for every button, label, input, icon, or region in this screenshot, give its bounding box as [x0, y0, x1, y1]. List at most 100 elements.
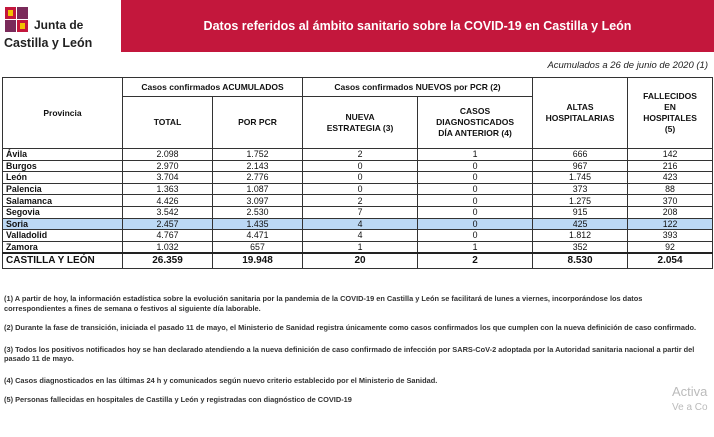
province-cell: Soria	[2, 217, 123, 231]
value-cell: 666	[532, 148, 629, 161]
logo-text: Castilla y León	[4, 36, 93, 50]
value-cell: 2.970	[122, 159, 213, 173]
header-cell: ALTAS HOSPITALARIAS	[532, 77, 629, 149]
footnote: (1) A partir de hoy, la información esta…	[4, 294, 643, 313]
value-cell: 142	[627, 148, 714, 161]
total-cell: 8.530	[532, 252, 629, 270]
value-cell: 208	[627, 205, 714, 219]
value-cell: 373	[532, 182, 629, 196]
value-cell: 122	[627, 217, 714, 231]
value-cell: 1	[417, 240, 534, 254]
total-cell: 2	[417, 252, 534, 270]
value-cell: 3.097	[211, 194, 304, 207]
table-row: Zamora 1.032 657 1 1 352 92	[2, 240, 714, 254]
value-cell: 352	[532, 240, 629, 254]
footnote: (3) Todos los positivos notificados hoy …	[4, 344, 695, 364]
title: Datos referidos al ámbito sanitario sobr…	[203, 19, 632, 33]
value-cell: 2	[302, 148, 419, 161]
header-cell: Casos confirmados NUEVOS por PCR (2)	[302, 77, 534, 97]
header-cell: NUEVA ESTRATEGIA (3)	[302, 96, 419, 149]
value-cell: 425	[532, 217, 629, 231]
watermark: Activa Ve a Co	[672, 384, 708, 416]
value-cell: 393	[627, 229, 714, 242]
date: Acumulados a 26 de junio de 2020 (1)	[547, 60, 708, 71]
value-cell: 3.542	[122, 205, 213, 219]
header-cell: POR PCR	[211, 96, 304, 149]
province-cell: León	[2, 171, 123, 184]
value-cell: 0	[302, 159, 419, 173]
value-cell: 3.704	[122, 171, 213, 184]
table-row: Salamanca 4.426 3.097 2 0 1.275 370	[2, 194, 714, 207]
province-cell: Palencia	[2, 182, 123, 196]
value-cell: 0	[417, 182, 534, 196]
value-cell: 0	[417, 159, 534, 173]
value-cell: 0	[417, 217, 534, 231]
title-banner: Datos referidos al ámbito sanitario sobr…	[121, 0, 714, 52]
total-row: CASTILLA Y LEÓN 26.359 19.948 20 2 8.530 2.054	[2, 252, 714, 270]
province-cell: Segovia	[2, 205, 123, 219]
value-cell: 1.087	[211, 182, 304, 196]
value-cell: 1.745	[532, 171, 629, 184]
total-cell: 2.054	[627, 252, 714, 270]
watermark-text: Activa	[672, 384, 708, 399]
footnote: (5) Personas fallecidas en hospitales de…	[4, 395, 352, 404]
value-cell: 423	[627, 171, 714, 184]
value-cell: 2.776	[211, 171, 304, 184]
value-cell: 88	[627, 182, 714, 196]
value-cell: 92	[627, 240, 714, 254]
data-table: Provincia Casos confirmados ACUMULADOS C…	[2, 77, 714, 270]
header-cell: TOTAL	[122, 96, 213, 149]
table-row: Segovia 3.542 2.530 7 0 915 208	[2, 205, 714, 219]
province-cell: Burgos	[2, 159, 123, 173]
value-cell: 657	[211, 240, 304, 254]
value-cell: 0	[417, 205, 534, 219]
total-cell: 20	[302, 252, 419, 270]
value-cell: 0	[417, 194, 534, 207]
value-cell: 4	[302, 217, 419, 231]
value-cell: 0	[417, 171, 534, 184]
province-cell: Valladolid	[2, 229, 123, 242]
value-cell: 0	[302, 171, 419, 184]
table-row: Burgos 2.970 2.143 0 0 967 216	[2, 159, 714, 173]
value-cell: 2.098	[122, 148, 213, 161]
crest	[5, 7, 28, 32]
value-cell: 0	[417, 229, 534, 242]
value-cell: 1.812	[532, 229, 629, 242]
footnote: (2) Durante la fase de transición, inici…	[4, 323, 697, 332]
value-cell: 4.471	[211, 229, 304, 242]
province-cell: Zamora	[2, 240, 123, 254]
total-label: CASTILLA Y LEÓN	[2, 252, 123, 270]
table-row: Soria 2.457 1.435 4 0 425 122	[2, 217, 714, 231]
table-row: Ávila 2.098 1.752 2 1 666 142	[2, 148, 714, 161]
logo-text: Junta de	[34, 18, 84, 32]
header-cell: FALLECIDOS EN HOSPITALES (5)	[627, 77, 714, 149]
header-cell: Provincia	[2, 77, 123, 149]
value-cell: 1.435	[211, 217, 304, 231]
value-cell: 1	[302, 240, 419, 254]
total-cell: 26.359	[122, 252, 213, 270]
value-cell: 2.457	[122, 217, 213, 231]
value-cell: 4.767	[122, 229, 213, 242]
value-cell: 4.426	[122, 194, 213, 207]
province-cell: Salamanca	[2, 194, 123, 207]
value-cell: 0	[302, 182, 419, 196]
province-cell: Ávila	[2, 148, 123, 161]
header-cell: CASOS DIAGNOSTICADOS DÍA ANTERIOR (4)	[417, 96, 534, 149]
total-cell: 19.948	[211, 252, 304, 270]
value-cell: 1.032	[122, 240, 213, 254]
footnotes: (1) A partir de hoy, la información esta…	[4, 294, 704, 405]
footnote: (4) Casos diagnosticados en las últimas …	[4, 375, 438, 385]
value-cell: 370	[627, 194, 714, 207]
value-cell: 2.143	[211, 159, 304, 173]
value-cell: 967	[532, 159, 629, 173]
value-cell: 1	[417, 148, 534, 161]
value-cell: 4	[302, 229, 419, 242]
value-cell: 2.530	[211, 205, 304, 219]
table-row: León 3.704 2.776 0 0 1.745 423	[2, 171, 714, 184]
value-cell: 1.752	[211, 148, 304, 161]
table-row: Palencia 1.363 1.087 0 0 373 88	[2, 182, 714, 196]
value-cell: 1.363	[122, 182, 213, 196]
watermark-text: Ve a Co	[672, 402, 708, 413]
value-cell: 216	[627, 159, 714, 173]
